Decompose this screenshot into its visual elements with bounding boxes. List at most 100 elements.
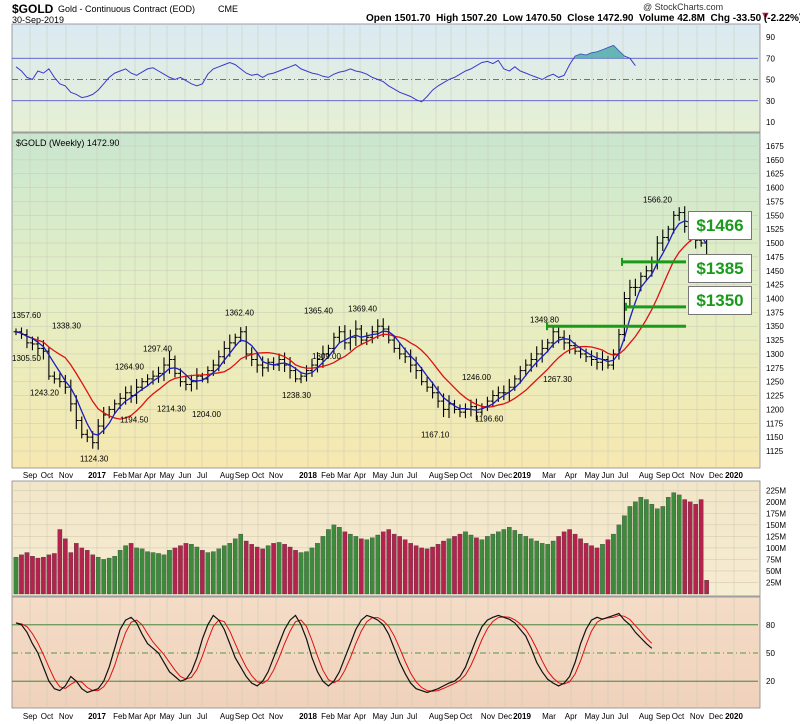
volume-bar-71	[402, 539, 408, 595]
price-bar-11	[73, 395, 79, 430]
sto-x-tick-37: 2020	[725, 712, 743, 721]
price-high-label-2: 1264.90	[115, 362, 144, 371]
price-ytick-1400: 1400	[766, 295, 784, 304]
price-x-tick-13: Nov	[269, 471, 283, 480]
price-x-tick-8: Jun	[179, 471, 192, 480]
price-bar-76	[430, 381, 436, 399]
volume-bar-84	[474, 537, 479, 595]
low-value: 1470.50	[525, 13, 562, 24]
price-bar-111	[621, 291, 627, 342]
price-x-tick-5: Mar	[128, 471, 142, 480]
price-bar-28	[166, 350, 172, 374]
price-bar-29	[172, 355, 178, 378]
close-price-icon[interactable]: ▼	[760, 10, 771, 22]
sto-signal-line	[15, 614, 653, 692]
volume-bar-31	[183, 543, 189, 595]
volume-bar-102	[572, 533, 578, 595]
price-x-tick-2: Nov	[59, 471, 73, 480]
open-value: 1501.70	[394, 13, 431, 24]
volume-bar-37	[216, 548, 222, 595]
volume-bar-109	[611, 533, 616, 595]
vol-ytick-100: 100M	[766, 544, 786, 553]
sto-x-tick-20: Jul	[407, 712, 417, 721]
volume-bar-86	[485, 536, 490, 595]
price-x-tick-25: Dec	[498, 471, 512, 480]
volume-bar-20	[123, 545, 128, 595]
rsi-ytick-90: 90	[766, 33, 775, 42]
price-slow-ma	[15, 233, 707, 420]
volume-bar-17	[106, 557, 112, 595]
volume-bar-40	[232, 538, 238, 595]
price-bar-113	[632, 278, 638, 297]
price-low-label-5: 1204.00	[192, 410, 221, 419]
price-bar-112	[627, 279, 633, 307]
price-ytick-1525: 1525	[766, 225, 784, 234]
sto-ytick-50: 50	[766, 649, 775, 658]
sto-x-tick-12: Oct	[252, 712, 265, 721]
volume-bar-22	[134, 547, 139, 595]
price-ytick-1575: 1575	[766, 197, 784, 206]
volume-bar-90	[507, 527, 512, 595]
volume-bar-38	[221, 545, 227, 595]
vol-ytick-150: 150M	[766, 521, 786, 530]
volume-bar-53	[304, 551, 309, 595]
price-bar-13	[84, 429, 90, 443]
price-bar-106	[594, 352, 600, 370]
sto-x-tick-21: Aug	[429, 712, 443, 721]
sto-x-tick-32: Aug	[639, 712, 653, 721]
volume-bar-115	[644, 499, 649, 595]
sto-x-tick-5: Mar	[128, 712, 142, 721]
volume-bar-105	[589, 545, 594, 595]
price-low-label-8: 1167.10	[421, 431, 450, 440]
open-label: Open	[366, 13, 392, 24]
price-bar-59	[336, 326, 342, 343]
price-x-tick-21: Aug	[429, 471, 443, 480]
volume-bar-72	[408, 543, 413, 595]
sto-x-tick-34: Oct	[672, 712, 685, 721]
volume-bar-76	[430, 546, 435, 595]
price-low-label-2: 1124.30	[80, 454, 109, 463]
vol-ytick-175: 175M	[766, 509, 786, 518]
price-ytick-1225: 1225	[766, 392, 784, 401]
price-x-tick-26: 2019	[513, 471, 531, 480]
price-ytick-1125: 1125	[766, 447, 784, 456]
volume-bar-104	[583, 543, 589, 595]
price-bar-48	[276, 353, 282, 372]
sto-x-tick-1: Oct	[41, 712, 54, 721]
volume-bar-8	[57, 529, 63, 595]
panel-rsi	[11, 23, 761, 133]
high-value: 1507.20	[461, 13, 498, 24]
volume-bar-67	[380, 531, 386, 595]
price-x-tick-3: 2017	[88, 471, 106, 480]
volume-bar-120	[671, 492, 677, 595]
volume-bar-106	[594, 547, 600, 595]
volume-bar-78	[441, 540, 446, 595]
price-bar-89	[501, 385, 507, 401]
volume-bar-15	[95, 556, 101, 595]
panel-sto	[11, 596, 761, 709]
volume-bar-123	[687, 501, 693, 595]
price-bar-57	[325, 344, 331, 358]
price-bar-26	[156, 366, 162, 383]
price-bar-18	[112, 399, 118, 414]
price-bar-121	[676, 207, 682, 221]
sto-x-tick-2: Nov	[59, 712, 73, 721]
volume-bar-39	[227, 543, 233, 595]
price-bar-72	[408, 349, 414, 373]
price-bar-52	[298, 371, 304, 384]
price-bar-100	[561, 330, 567, 350]
price-high-label-7: 1349.80	[530, 315, 559, 324]
price-ytick-1175: 1175	[766, 419, 784, 428]
sto-x-tick-35: Nov	[690, 712, 704, 721]
source-label: @ StockCharts.com	[643, 2, 724, 12]
sto-x-tick-3: 2017	[88, 712, 106, 721]
volume-bar-85	[479, 539, 485, 595]
price-ytick-1550: 1550	[766, 211, 784, 220]
symbol-label: $GOLD	[12, 2, 54, 16]
price-bar-32	[188, 374, 194, 392]
price-bar-46	[265, 358, 271, 372]
volume-bar-27	[161, 554, 167, 595]
price-x-tick-6: Apr	[144, 471, 157, 480]
